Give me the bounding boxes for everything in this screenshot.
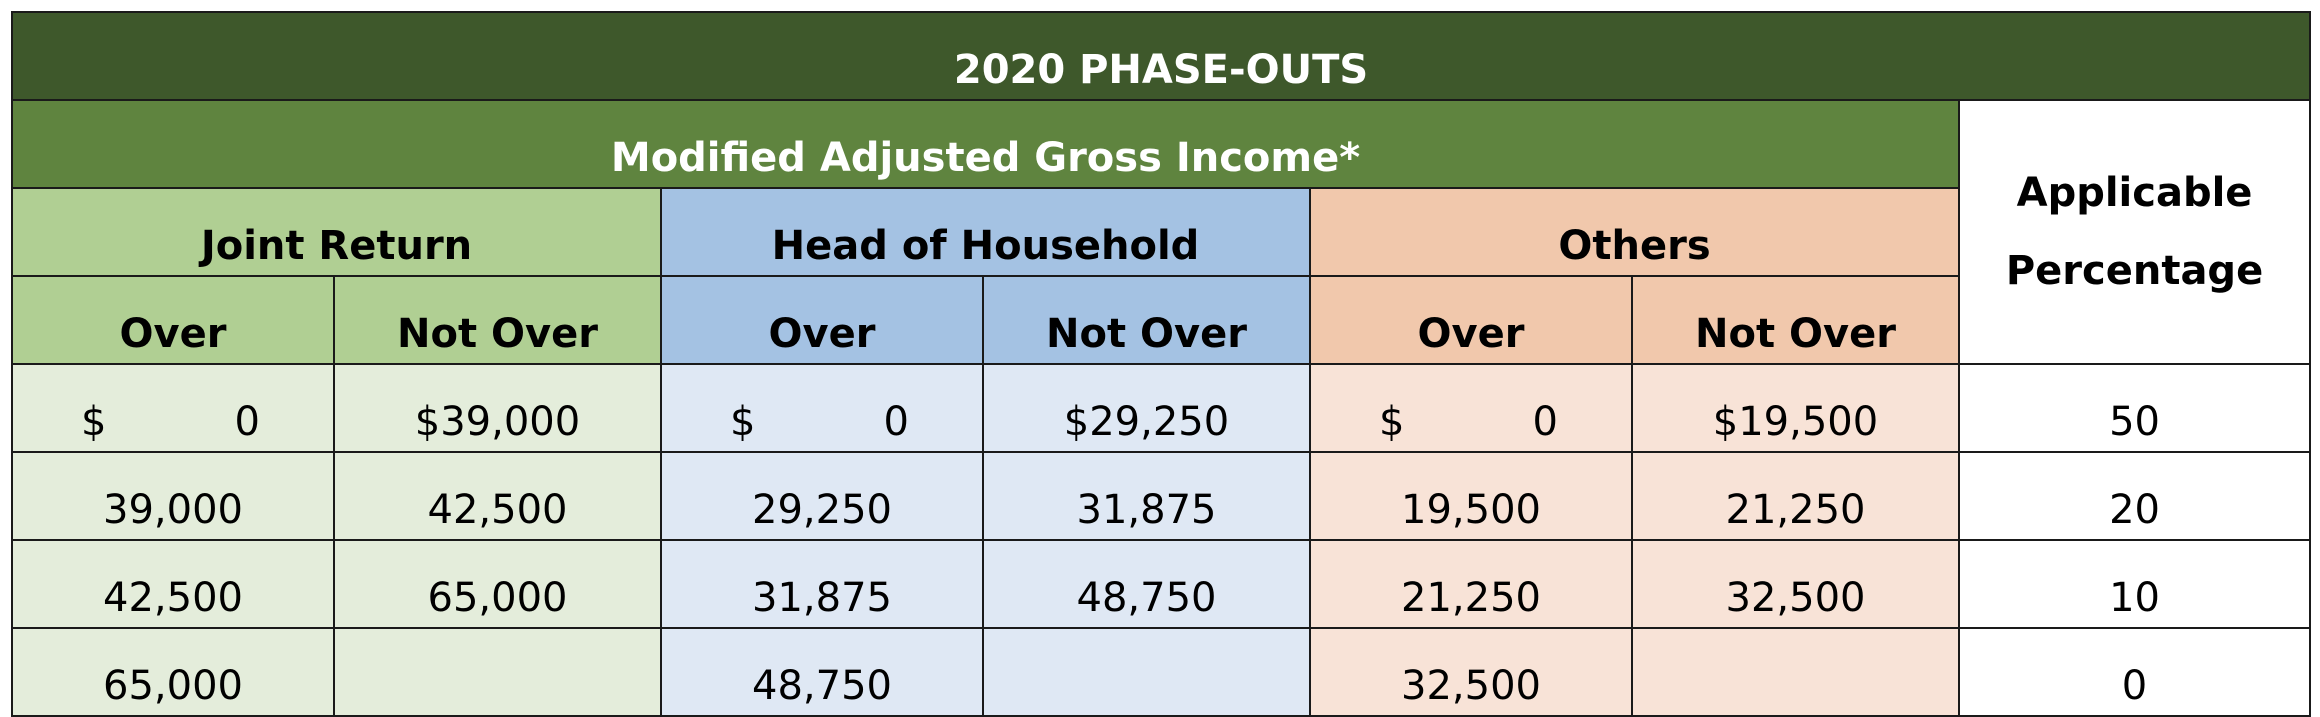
phase-outs-table: 2020 PHASE-OUTS Modified Adjusted Gross …: [10, 11, 2312, 717]
others-header: Others: [1309, 187, 1960, 277]
others-over-cell: 32,500: [1309, 627, 1633, 717]
group-header-row: Joint Return Head of Household Others: [11, 187, 2310, 277]
table-row: 65,000 48,750 32,500 0: [11, 627, 2312, 717]
table-title: 2020 PHASE-OUTS: [10, 11, 2312, 101]
applicable-percentage-header: Applicable Percentage: [1957, 99, 2312, 365]
others-not-over-cell: 32,500: [1631, 539, 1960, 629]
percentage-cell: 10: [1957, 539, 2312, 629]
hoh-over-header: Over: [660, 275, 984, 365]
others-over-cell: $0: [1309, 363, 1633, 453]
percentage-cell: 50: [1957, 363, 2312, 453]
others-not-over-cell: $19,500: [1631, 363, 1960, 453]
subheader-row: Over Not Over Over Not Over Over Not Ove…: [11, 275, 2310, 365]
table-row: $0 $39,000 $0 $29,250 $0 $19,500 50: [11, 363, 2312, 453]
magi-header: Modified Adjusted Gross Income*: [11, 99, 1960, 189]
joint-not-over-cell: 65,000: [333, 539, 662, 629]
dollar-sign: $: [81, 399, 107, 445]
applicable-header-line2: Percentage: [2005, 248, 2264, 294]
percentage-cell: 0: [1957, 627, 2312, 717]
joint-return-header: Joint Return: [11, 187, 662, 277]
percentage-cell: 20: [1957, 451, 2312, 541]
others-over-cell: 21,250: [1309, 539, 1633, 629]
title-row: 2020 PHASE-OUTS: [10, 11, 2312, 101]
dollar-sign: $: [730, 399, 756, 445]
hoh-over-cell: 48,750: [660, 627, 984, 717]
hoh-over-cell: 31,875: [660, 539, 984, 629]
joint-not-over-cell: [333, 627, 662, 717]
others-over-cell: 19,500: [1309, 451, 1633, 541]
hoh-not-over-cell: $29,250: [982, 363, 1311, 453]
table-row: 42,500 65,000 31,875 48,750 21,250 32,50…: [11, 539, 2312, 629]
others-not-over-cell: [1631, 627, 1960, 717]
others-over-header: Over: [1309, 275, 1633, 365]
hoh-over-cell: $0: [660, 363, 984, 453]
joint-over-cell: 65,000: [11, 627, 335, 717]
amount: 0: [1532, 399, 1558, 445]
joint-not-over-cell: 42,500: [333, 451, 662, 541]
others-not-over-header: Not Over: [1631, 275, 1960, 365]
hoh-not-over-cell: 48,750: [982, 539, 1311, 629]
hoh-not-over-header: Not Over: [982, 275, 1311, 365]
joint-over-cell: $0: [11, 363, 335, 453]
table-row: 39,000 42,500 29,250 31,875 19,500 21,25…: [11, 451, 2312, 541]
head-of-household-header: Head of Household: [660, 187, 1311, 277]
amount: 0: [234, 399, 260, 445]
amount: 0: [883, 399, 909, 445]
joint-not-over-header: Not Over: [333, 275, 662, 365]
joint-over-cell: 39,000: [11, 451, 335, 541]
others-not-over-cell: 21,250: [1631, 451, 1960, 541]
magi-row: Modified Adjusted Gross Income* Applicab…: [11, 99, 2312, 365]
hoh-not-over-cell: [982, 627, 1311, 717]
applicable-header-line1: Applicable: [2016, 170, 2253, 216]
hoh-not-over-cell: 31,875: [982, 451, 1311, 541]
hoh-over-cell: 29,250: [660, 451, 984, 541]
joint-over-cell: 42,500: [11, 539, 335, 629]
joint-over-header: Over: [11, 275, 335, 365]
dollar-sign: $: [1379, 399, 1405, 445]
joint-not-over-cell: $39,000: [333, 363, 662, 453]
